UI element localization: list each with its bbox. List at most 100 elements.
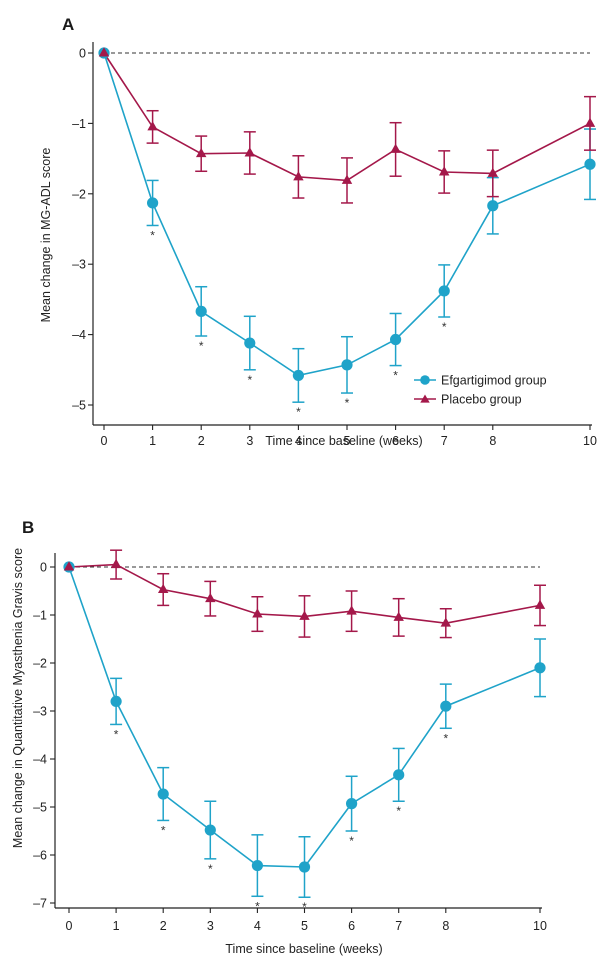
placebo-point bbox=[393, 611, 404, 621]
panel-b-x-axis-label: Time since baseline (weeks) bbox=[225, 942, 382, 956]
significance-asterisk: * bbox=[255, 899, 260, 913]
panel-a-x-tick-label: 4 bbox=[295, 434, 302, 448]
panel-b-x-tick-label: 2 bbox=[160, 919, 167, 933]
placebo-point bbox=[157, 583, 169, 594]
efgartigimod-point bbox=[487, 200, 499, 212]
significance-asterisk: * bbox=[161, 823, 166, 837]
efgartigimod-point bbox=[157, 788, 169, 800]
placebo-point bbox=[252, 608, 263, 618]
efgartigimod-point bbox=[251, 859, 263, 872]
efgartigimod-point bbox=[110, 695, 122, 708]
panel-a-x-tick-label: 5 bbox=[344, 434, 351, 448]
efgartigimod-point bbox=[393, 769, 405, 781]
panel-a-x-tick-label: 10 bbox=[583, 434, 597, 448]
panel-a-y-axis-label: Mean change in MG-ADL score bbox=[39, 148, 53, 323]
panel-b-x-tick-label: 8 bbox=[442, 919, 449, 933]
placebo-point bbox=[440, 617, 452, 627]
panel-b-y-tick-label: –6 bbox=[33, 849, 47, 863]
placebo-point bbox=[584, 117, 596, 127]
panel-b-markers bbox=[63, 558, 546, 873]
panel-a-y-tick-label: –5 bbox=[72, 399, 86, 413]
placebo-point bbox=[299, 610, 310, 620]
panel-a-significance-marks: * * * * * * * bbox=[150, 228, 447, 419]
panel-a-error-bars bbox=[146, 95, 596, 403]
panel-b-y-tick-label: –7 bbox=[33, 897, 47, 911]
panel-b-x-tick-label: 10 bbox=[533, 919, 547, 933]
panel-a-mg-adl-chart: A 0 –1 –2 –3 –4 –5 0 1 2 3 4 5 6 7 8 10 * * * * * * * Efgarti… bbox=[39, 15, 597, 448]
significance-asterisk: * bbox=[296, 405, 301, 419]
significance-asterisk: * bbox=[345, 396, 350, 410]
significance-asterisk: * bbox=[247, 373, 252, 387]
legend-placebo-label: Placebo group bbox=[441, 393, 522, 407]
panel-b-axes: 0 –1 –2 –3 –4 –5 –6 –7 0 1 2 3 4 5 6 7 8 10 bbox=[33, 553, 547, 933]
significance-asterisk: * bbox=[208, 862, 213, 876]
panel-b-x-tick-label: 0 bbox=[66, 919, 73, 933]
significance-asterisk: * bbox=[393, 369, 398, 383]
significance-asterisk: * bbox=[349, 834, 354, 848]
panel-b-y-tick-label: –4 bbox=[33, 753, 47, 767]
placebo-point bbox=[341, 174, 353, 184]
panel-a-axes: 0 –1 –2 –3 –4 –5 0 1 2 3 4 5 6 7 8 10 bbox=[72, 42, 597, 448]
efgartigimod-point bbox=[390, 333, 402, 346]
panel-b-x-tick-label: 6 bbox=[348, 919, 355, 933]
legend-placebo-marker bbox=[420, 394, 430, 403]
panel-b-x-tick-label: 3 bbox=[207, 919, 214, 933]
placebo-line bbox=[103, 52, 591, 182]
panel-b-x-tick-label: 4 bbox=[254, 919, 261, 933]
significance-asterisk: * bbox=[114, 727, 119, 741]
panel-a-x-tick-label: 0 bbox=[101, 434, 108, 448]
placebo-point bbox=[147, 121, 158, 131]
placebo-point bbox=[487, 167, 499, 177]
placebo-point bbox=[195, 147, 207, 158]
efgartigimod-point bbox=[534, 662, 546, 674]
efgartigimod-line bbox=[68, 566, 541, 868]
panel-a-x-tick-label: 7 bbox=[441, 434, 448, 448]
panel-a-series-lines bbox=[103, 52, 591, 377]
placebo-point bbox=[63, 561, 75, 571]
panel-a-y-tick-label: –4 bbox=[72, 328, 86, 342]
efgartigimod-point bbox=[298, 861, 311, 873]
legend: Efgartigimod group Placebo group bbox=[414, 374, 547, 407]
panel-b-series-lines bbox=[68, 563, 541, 868]
efgartigimod-point bbox=[204, 824, 216, 836]
panel-b-y-tick-label: –3 bbox=[33, 705, 47, 719]
panel-a-y-tick-label: –1 bbox=[72, 117, 86, 131]
panel-b-qmg-chart: B 0 –1 –2 –3 –4 –5 –6 –7 0 1 2 3 4 5 6 7 8 10 * * * * * * * * Ti… bbox=[11, 518, 547, 956]
efgartigimod-point bbox=[147, 197, 159, 209]
significance-asterisk: * bbox=[396, 804, 401, 818]
efgartigimod-point bbox=[440, 700, 452, 712]
panel-a-y-tick-label: –3 bbox=[72, 258, 86, 272]
placebo-point bbox=[205, 592, 216, 603]
panel-a-markers bbox=[98, 47, 596, 382]
significance-asterisk: * bbox=[150, 228, 155, 242]
panel-b-letter: B bbox=[22, 518, 34, 537]
placebo-point bbox=[346, 605, 357, 615]
significance-asterisk: * bbox=[199, 339, 204, 353]
legend-efgartigimod-label: Efgartigimod group bbox=[441, 374, 547, 388]
panel-a-x-tick-label: 2 bbox=[198, 434, 205, 448]
placebo-point bbox=[390, 143, 401, 153]
placebo-point bbox=[438, 166, 450, 176]
efgartigimod-point bbox=[195, 305, 207, 317]
panel-b-x-tick-label: 1 bbox=[113, 919, 120, 933]
efgartigimod-point bbox=[438, 285, 450, 297]
legend-efgartigimod-marker bbox=[420, 375, 430, 385]
panel-b-significance-marks: * * * * * * * * bbox=[114, 727, 449, 914]
panel-b-y-tick-label: –5 bbox=[33, 801, 47, 815]
efgartigimod-point bbox=[341, 359, 353, 371]
panel-a-letter: A bbox=[62, 15, 74, 34]
panel-b-y-axis-label: Mean change in Quantitative Myasthenia G… bbox=[11, 548, 25, 848]
panel-a-x-axis-label: Time since baseline (weeks) bbox=[265, 434, 422, 448]
panel-a-x-tick-label: 6 bbox=[392, 434, 399, 448]
panel-b-error-bars bbox=[110, 549, 546, 898]
panel-a-y-tick-label: –2 bbox=[72, 187, 86, 201]
panel-a-x-tick-label: 3 bbox=[246, 434, 253, 448]
efgartigimod-point bbox=[244, 337, 256, 349]
panel-b-x-tick-label: 5 bbox=[301, 919, 308, 933]
panel-b-x-tick-label: 7 bbox=[395, 919, 402, 933]
panel-b-y-tick-label: 0 bbox=[40, 561, 47, 575]
panel-a-y-tick-label: 0 bbox=[79, 47, 86, 61]
efgartigimod-point bbox=[292, 369, 304, 382]
significance-asterisk: * bbox=[443, 731, 448, 745]
